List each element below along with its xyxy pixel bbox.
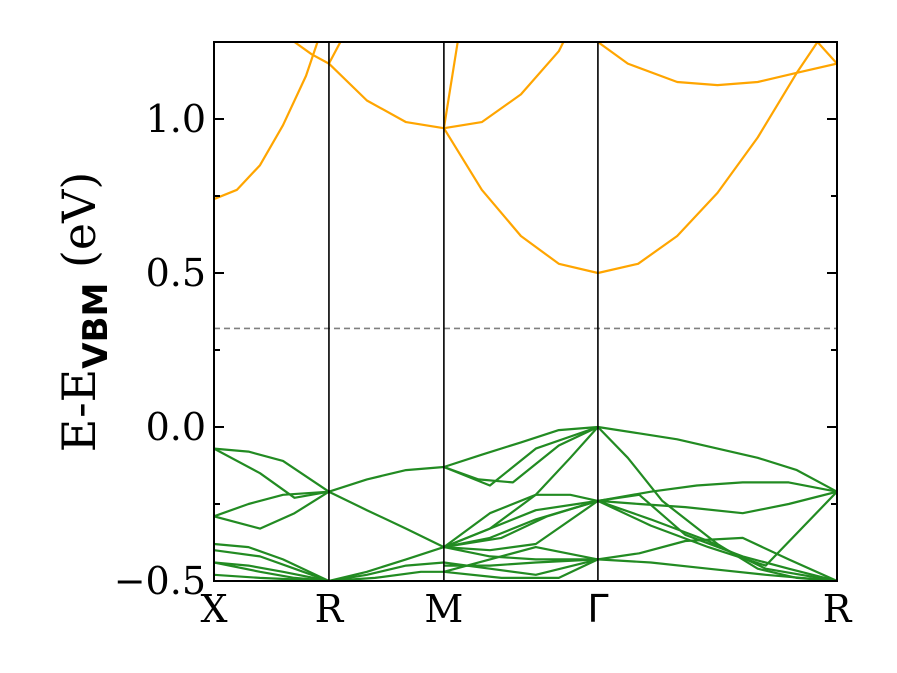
x-tick-label: R: [315, 587, 345, 631]
band-line-10: [214, 447, 330, 493]
band-line-11: [214, 447, 330, 499]
band-line-38: [443, 558, 599, 580]
y-axis-label-unit-text: (eV): [52, 172, 106, 268]
band-line-3: [327, 42, 342, 65]
y-tick-label: 1.0: [146, 97, 206, 141]
band-line-5: [442, 42, 459, 129]
band-line-14: [328, 465, 444, 493]
band-line-18: [443, 425, 599, 487]
band-line-42: [214, 542, 330, 581]
band-line-40: [328, 561, 444, 581]
band-line-41: [328, 570, 444, 581]
plot-frame: [213, 41, 838, 582]
y-axis-label: E-EVBM (eV): [52, 172, 116, 453]
high-symmetry-vertical-lines: [328, 42, 599, 581]
band-line-4: [328, 62, 445, 130]
band-line-1: [214, 42, 319, 201]
y-tick-label: 0.0: [146, 405, 206, 449]
band-line-46: [214, 573, 329, 581]
band-lines: [214, 42, 837, 581]
y-tick-label: −0.5: [114, 559, 206, 603]
band-line-29: [597, 493, 837, 581]
band-line-30: [597, 499, 837, 581]
band-line-9: [816, 42, 837, 65]
band-line-7: [442, 42, 819, 275]
y-axis-label-main: E-E: [52, 369, 106, 453]
band-line-44: [214, 561, 330, 581]
x-tick-label: X: [200, 587, 227, 631]
band-line-32: [597, 536, 837, 581]
y-axis-ticks: −0.5 0.0 0.5 1.0: [114, 41, 837, 603]
y-axis-label-unit: [52, 268, 106, 283]
band-line-16: [443, 425, 598, 469]
band-line-31: [597, 490, 837, 567]
band-line-33: [597, 558, 837, 581]
band-line-23: [443, 493, 599, 548]
svg-text:E-EVBM (eV): E-EVBM (eV): [52, 172, 116, 453]
band-line-27: [597, 481, 837, 502]
band-line-2: [293, 42, 330, 65]
band-line-37: [443, 558, 599, 576]
band-line-22: [443, 499, 599, 549]
band-line-6: [443, 42, 565, 130]
x-tick-label: M: [424, 587, 463, 631]
band-line-25: [443, 499, 599, 552]
band-line-39: [328, 546, 445, 581]
band-line-19: [597, 425, 837, 493]
band-line-34: [443, 546, 598, 561]
band-line-43: [214, 549, 330, 581]
band-line-15: [328, 490, 445, 549]
x-tick-label: Γ: [587, 587, 608, 631]
band-line-8: [597, 42, 837, 87]
x-tick-label: R: [823, 587, 853, 631]
band-line-12: [214, 490, 329, 518]
band-line-28: [597, 490, 837, 515]
y-axis-label-subscript: VBM: [76, 283, 116, 369]
band-line-26: [443, 499, 599, 549]
band-line-13: [214, 490, 330, 530]
y-tick-label: 0.5: [146, 251, 206, 295]
